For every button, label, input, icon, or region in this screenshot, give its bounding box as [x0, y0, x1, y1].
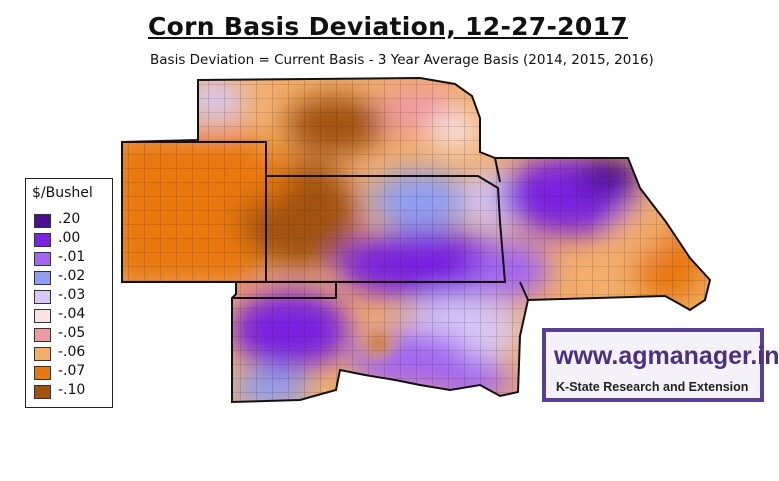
legend-item: -.04 [34, 306, 106, 324]
logo-url: www.agmanager.info [554, 342, 779, 370]
legend-swatch [34, 309, 51, 323]
legend-label: .00 [58, 230, 81, 246]
legend-item: -.01 [34, 249, 106, 267]
legend-label: -.10 [58, 382, 86, 398]
legend-swatch [34, 214, 51, 228]
legend-item: -.05 [34, 325, 106, 343]
legend-label: -.05 [58, 325, 86, 341]
legend-label: -.06 [58, 344, 86, 360]
legend-item: .20 [34, 211, 106, 229]
legend-label: -.04 [58, 306, 86, 322]
legend-swatch [34, 385, 51, 399]
legend-item: -.06 [34, 344, 106, 362]
legend-item: -.07 [34, 363, 106, 381]
legend-swatch [34, 347, 51, 361]
legend-label: -.03 [58, 287, 86, 303]
map-subtitle: Basis Deviation = Current Basis - 3 Year… [150, 52, 654, 68]
state-borders [121, 76, 712, 404]
legend-label: .20 [58, 211, 81, 227]
agmanager-logo[interactable]: www.agmanager.info K-State Research and … [542, 328, 779, 402]
legend: $/Bushel .20 .00 -.01 -.02 -.03 -.04 -.0… [25, 178, 113, 408]
legend-label: -.07 [58, 363, 86, 379]
legend-swatch [34, 271, 51, 285]
legend-swatch [34, 290, 51, 304]
legend-item: -.10 [34, 382, 106, 400]
legend-item: -.03 [34, 287, 106, 305]
legend-item: -.02 [34, 268, 106, 286]
legend-item: .00 [34, 230, 106, 248]
legend-swatch [34, 366, 51, 380]
legend-swatch [34, 233, 51, 247]
legend-label: -.02 [58, 268, 86, 284]
legend-title: $/Bushel [32, 185, 93, 201]
legend-label: -.01 [58, 249, 86, 265]
legend-swatch [34, 252, 51, 266]
map-title: Corn Basis Deviation, 12-27-2017 [148, 12, 628, 41]
logo-org: K-State Research and Extension [556, 380, 749, 394]
legend-swatch [34, 328, 51, 342]
